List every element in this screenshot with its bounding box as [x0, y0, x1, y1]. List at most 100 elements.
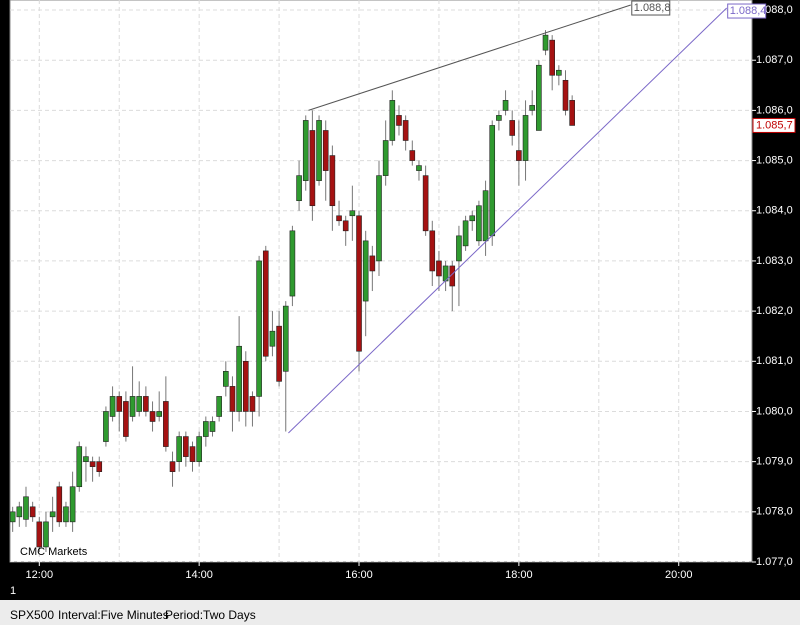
candle-body	[169, 461, 176, 472]
plot-area	[9, 0, 753, 563]
candle-body	[56, 486, 63, 523]
candle-body	[10, 511, 16, 523]
candle-body	[356, 215, 362, 352]
source-label: CMC Markets	[20, 546, 88, 558]
y-tick-label: 1.079,0	[756, 456, 793, 468]
candle-body	[296, 175, 302, 202]
candle-body	[249, 396, 256, 412]
x-tick-label: 20:00	[665, 569, 693, 581]
last-price-label: 1.085,7	[756, 119, 793, 131]
candle-body	[242, 360, 249, 412]
candle-body	[522, 115, 529, 161]
candle-body	[556, 69, 562, 76]
y-tick-label: 1.086,0	[756, 104, 793, 116]
candle-body	[43, 521, 49, 548]
candle-body	[489, 125, 496, 237]
symbol: SPX500	[10, 608, 54, 622]
y-tick-label: 1.081,0	[756, 355, 793, 367]
candle-body	[496, 115, 502, 121]
candle-body	[409, 150, 416, 161]
candle-body	[302, 120, 309, 181]
candle-body	[389, 100, 396, 141]
candle-body	[63, 506, 69, 523]
candle-body	[116, 396, 123, 412]
candle-body	[69, 486, 76, 523]
candle-body	[256, 260, 262, 397]
x-tick-label: 16:00	[345, 569, 373, 581]
candle-body	[23, 496, 29, 520]
candle-body	[36, 521, 43, 548]
candle-body	[96, 461, 103, 472]
candle-body	[176, 436, 182, 462]
candle-body	[109, 396, 116, 417]
candle-body	[236, 345, 242, 412]
candle-body	[289, 230, 296, 297]
candle-body	[49, 511, 56, 518]
y-tick-label: 1.087,0	[756, 54, 793, 66]
candle-body	[209, 421, 216, 432]
candle-body	[203, 421, 209, 437]
last-price-box	[752, 117, 796, 133]
candle-body	[429, 230, 436, 272]
candle-body	[196, 436, 202, 462]
x-tick-label: 14:00	[185, 569, 213, 581]
candle-body	[329, 155, 336, 207]
candle-body	[183, 436, 189, 457]
x-tick-label: 12:00	[26, 569, 54, 581]
interval: Interval:Five Minutes	[58, 608, 169, 622]
candle-body	[229, 386, 236, 412]
candle-body	[376, 175, 382, 262]
candle-body	[382, 140, 389, 176]
candle-body	[83, 456, 89, 462]
candle-body	[123, 401, 129, 437]
candle-body	[542, 34, 549, 51]
candle-body	[529, 105, 535, 111]
y-tick-label: 1.085,0	[756, 154, 793, 166]
candle-body	[103, 411, 109, 442]
candle-body	[476, 205, 482, 242]
candle-body	[462, 220, 469, 247]
candle-body	[516, 150, 522, 161]
label-text: 1.088,8	[634, 2, 671, 14]
trendline-label: 1.088,4	[727, 3, 767, 19]
candle-body	[76, 446, 83, 488]
candle-body	[369, 255, 376, 272]
candle-body	[349, 210, 356, 217]
candle-body	[316, 120, 322, 181]
period: Period:Two Days	[165, 608, 256, 622]
candle-body	[262, 250, 269, 357]
candle-body	[562, 79, 569, 111]
candle-body	[163, 401, 169, 447]
candle-body	[422, 175, 429, 232]
y-tick-label: 1.082,0	[756, 305, 793, 317]
candle-body	[269, 330, 276, 347]
overlay: 1.077,0 1.078,0 1.079,0 1.080,0 1.081,0 1.082…	[26, 0, 796, 581]
trendline-label: 1.088,8	[631, 0, 671, 16]
label-box	[727, 3, 767, 19]
candle-body	[29, 506, 36, 518]
candle-body	[156, 411, 162, 417]
y-tick-label: 1.083,0	[756, 255, 793, 267]
candle-body	[396, 115, 402, 126]
candle-body	[336, 215, 342, 222]
label-text: 1.088,4	[730, 5, 767, 17]
candle-body	[509, 120, 516, 136]
candle-body	[549, 39, 555, 76]
candle-body	[416, 165, 422, 171]
candle-body	[129, 396, 136, 417]
candle-body	[89, 461, 96, 467]
trendline	[308, 4, 631, 111]
candle-body	[456, 235, 462, 262]
candle-body	[502, 100, 509, 111]
y-tick-label: 1.080,0	[756, 405, 793, 417]
status-bar	[0, 600, 800, 625]
y-tick-label: 1.084,0	[756, 205, 793, 217]
candle-body	[322, 130, 329, 171]
pane-label: 1	[10, 585, 16, 597]
candle-body	[469, 215, 476, 222]
candle-body	[402, 120, 409, 141]
candle-body	[16, 506, 23, 518]
candle-body	[309, 130, 316, 207]
candle-body	[276, 325, 282, 382]
